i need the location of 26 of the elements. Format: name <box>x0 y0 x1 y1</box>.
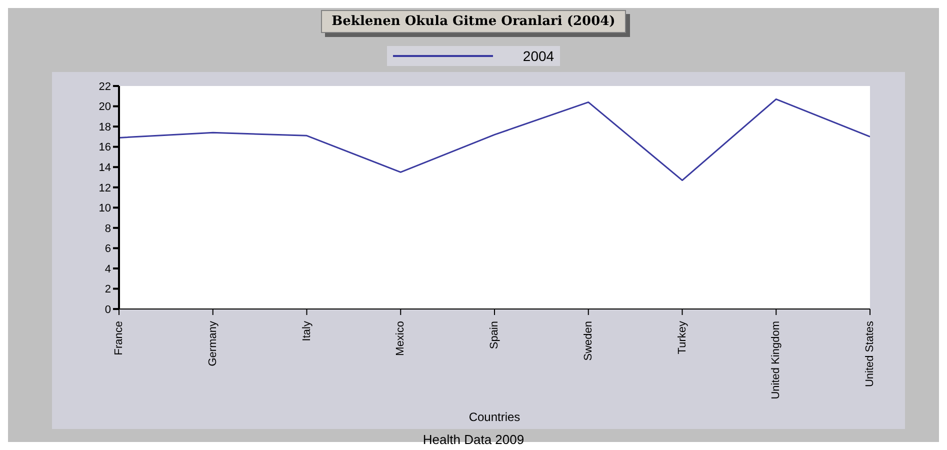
y-tick-label: 14 <box>98 162 111 174</box>
y-tick-label: 18 <box>98 121 111 134</box>
y-tick-label: 10 <box>98 202 111 215</box>
y-tick-label: 8 <box>104 222 111 235</box>
x-tick-label: Germany <box>206 320 219 366</box>
x-tick-label: Turkey <box>676 320 688 354</box>
x-tick-label: United States <box>864 320 876 388</box>
x-tick-label: Italy <box>300 320 313 342</box>
x-tick-label: Spain <box>488 321 500 350</box>
x-axis-title: Countries <box>468 410 520 424</box>
x-tick-label: Mexico <box>394 321 407 356</box>
y-tick-label: 0 <box>104 304 111 316</box>
y-tick-label: 2 <box>104 284 111 296</box>
x-tick-label: Sweden <box>582 321 594 361</box>
text: Health Data 2009 <box>422 432 526 447</box>
line-series <box>119 98 870 182</box>
x-tick-label: France <box>113 321 125 356</box>
y-tick-label: 16 <box>98 142 111 154</box>
y-tick-label: 22 <box>98 80 111 93</box>
y-tick-label: 12 <box>98 182 111 194</box>
y-tick-label: 4 <box>104 263 111 276</box>
y-tick-label: 20 <box>98 101 111 114</box>
text: 2004 <box>522 48 554 64</box>
x-tick-label: United Kingdom <box>770 321 782 400</box>
y-tick-label: 6 <box>104 243 111 256</box>
chart-title: Beklenen Okula Gitme Oranlari (2004) <box>320 10 626 33</box>
